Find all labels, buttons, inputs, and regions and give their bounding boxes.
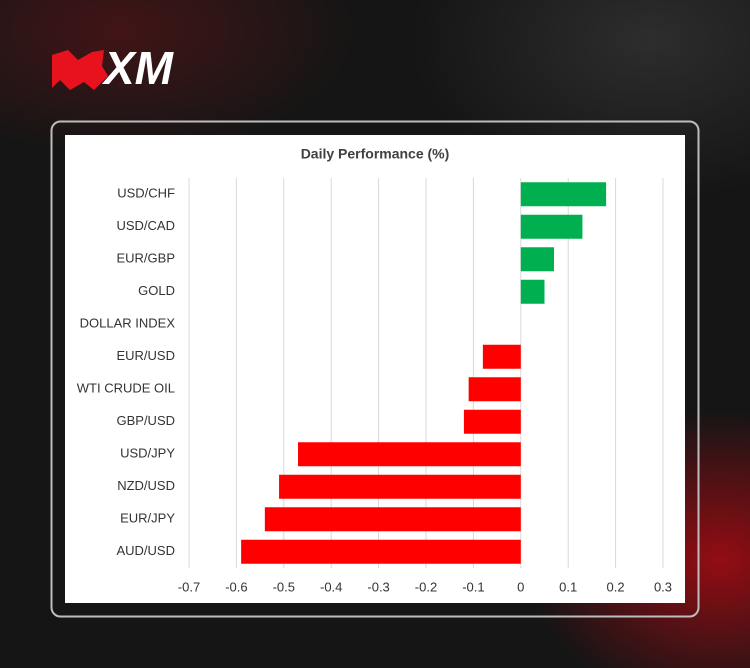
bar: [279, 474, 521, 499]
y-tick-label: GOLD: [138, 283, 175, 298]
x-tick-label: -0.3: [367, 579, 389, 594]
y-tick-label: USD/JPY: [120, 446, 175, 461]
x-tick-label: 0.3: [654, 579, 672, 594]
y-tick-label: USD/CAD: [116, 218, 175, 233]
y-tick-label: GBP/USD: [116, 413, 175, 428]
y-tick-label: WTI CRUDE OIL: [77, 381, 175, 396]
x-tick-label: -0.7: [178, 579, 200, 594]
logo-bull: [52, 50, 108, 90]
y-tick-label: EUR/USD: [116, 348, 175, 363]
bar: [520, 279, 545, 304]
bar: [468, 377, 521, 402]
logo-text: XM: [101, 42, 175, 94]
x-tick-label: 0.1: [559, 579, 577, 594]
x-tick-label: 0: [517, 579, 524, 594]
y-tick-label: NZD/USD: [117, 478, 175, 493]
bar: [241, 539, 521, 564]
y-tick-label: EUR/JPY: [120, 511, 175, 526]
x-tick-label: 0.2: [607, 579, 625, 594]
x-tick-label: -0.5: [273, 579, 295, 594]
y-tick-label: AUD/USD: [116, 543, 175, 558]
x-tick-label: -0.2: [415, 579, 437, 594]
x-tick-label: -0.4: [320, 579, 342, 594]
chart-title: Daily Performance (%): [301, 146, 450, 162]
panel-border: [50, 120, 700, 618]
bar: [463, 409, 521, 434]
x-tick-label: -0.6: [225, 579, 247, 594]
y-tick-label: EUR/GBP: [116, 251, 175, 266]
bar: [520, 182, 607, 207]
x-tick-label: -0.1: [462, 579, 484, 594]
bar: [520, 214, 583, 239]
bar: [264, 507, 521, 532]
bar: [482, 344, 521, 369]
bar: [520, 247, 554, 272]
y-tick-label: USD/CHF: [117, 186, 175, 201]
y-tick-label: DOLLAR INDEX: [80, 316, 176, 331]
bar: [298, 442, 521, 467]
